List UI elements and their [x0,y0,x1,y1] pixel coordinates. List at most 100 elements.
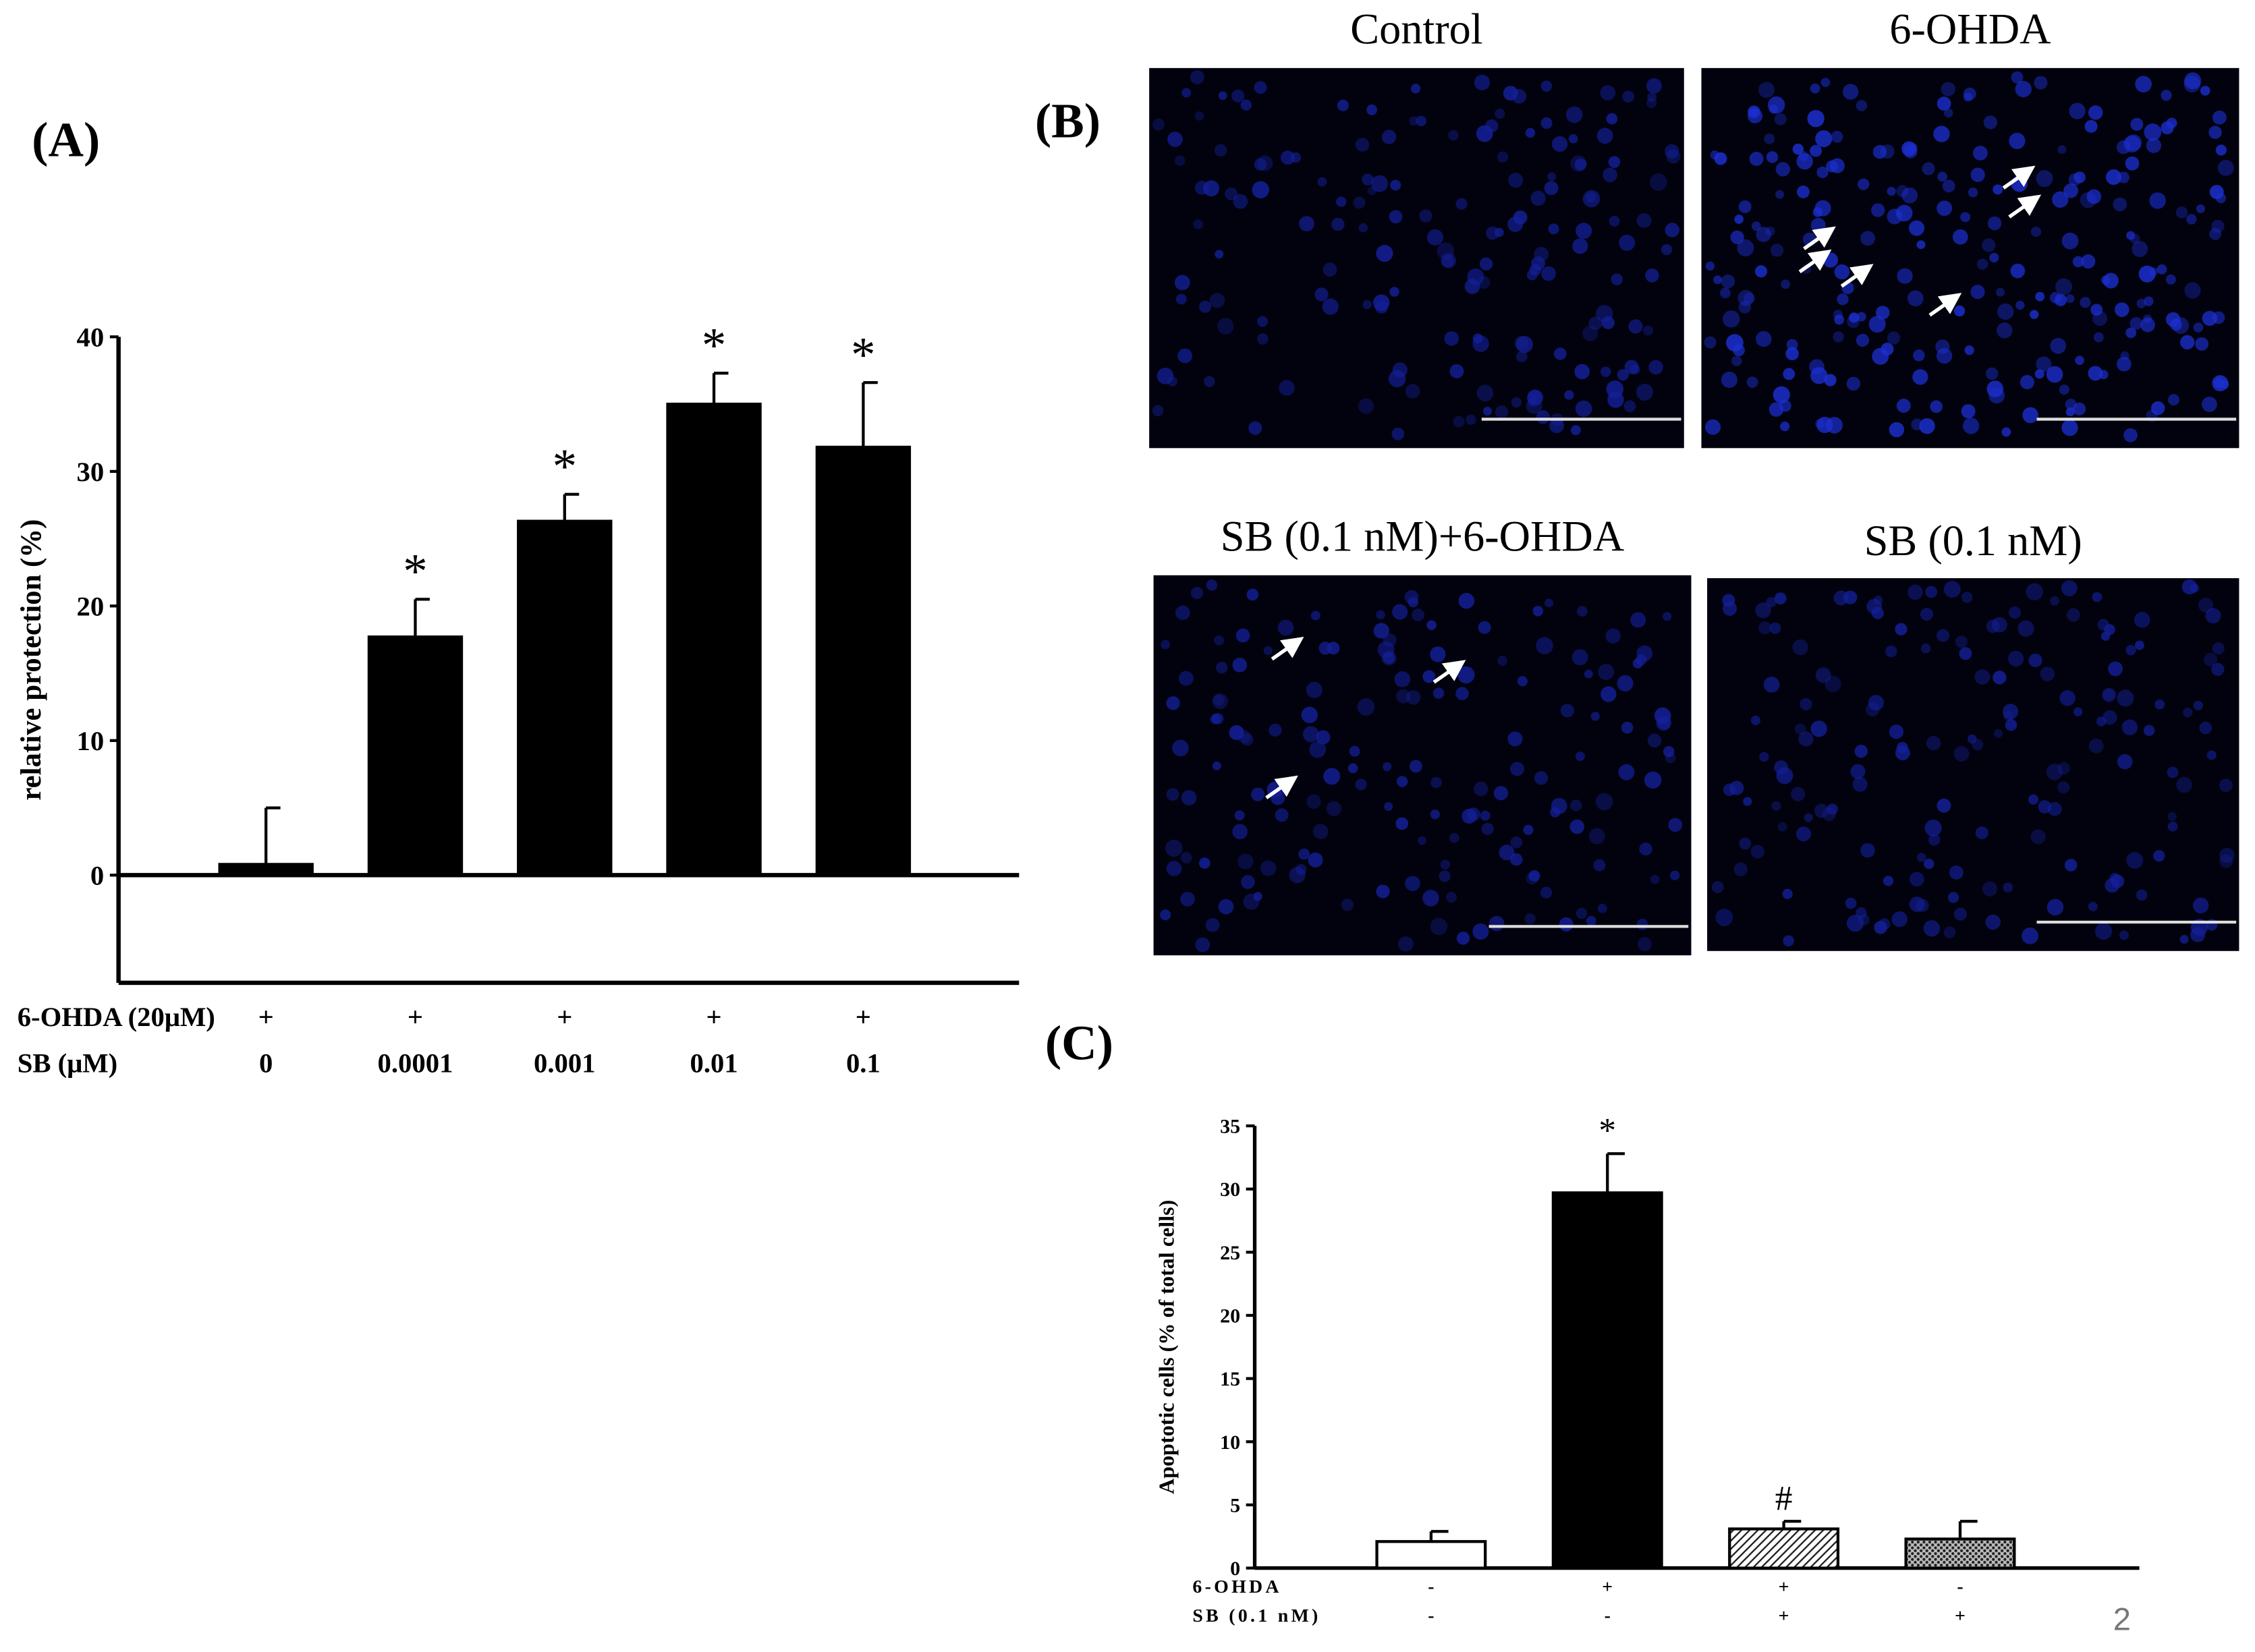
cell [1606,380,1624,398]
cell [2084,119,2098,133]
cell [1218,91,1227,101]
cell [1963,92,1973,102]
cell [1314,287,1329,302]
cell [1241,733,1254,746]
cell [1212,713,1224,724]
significance-marker: * [702,318,726,372]
cell [1527,389,1543,406]
cell [2183,76,2201,93]
cell [1656,716,1671,731]
cell [1796,185,1810,198]
cell [1559,917,1574,932]
cell [1868,316,1886,333]
cell [1215,250,1224,259]
cell [2080,297,2091,308]
cell [1968,734,1977,744]
treatment-label: + [1779,1576,1789,1597]
cell [2167,394,2179,406]
cell [2130,117,2144,131]
cell [1214,144,1227,157]
cell [1586,915,1596,926]
cell [1814,803,1829,818]
cell [1317,177,1327,187]
y-tick-label: 20 [77,592,105,622]
cell [1925,586,1938,598]
cell [1944,108,1953,118]
cell [1232,658,1248,673]
cell [1166,788,1179,801]
cell [1955,635,1968,648]
cell [2116,356,2132,372]
cell [1754,265,1768,278]
cell [1453,416,1465,428]
cell [2017,620,2034,637]
cell [1756,331,1772,347]
cell [1217,318,1234,335]
cell [1983,115,1998,130]
cell [1568,134,1578,144]
cell [1337,99,1349,111]
cell [1809,359,1825,375]
treatment-label: 0.01 [690,1048,737,1079]
cell [1846,376,1861,391]
cell [2204,652,2218,666]
cell [1493,786,1509,801]
cell [1331,217,1345,231]
cell [1254,81,1267,94]
cell [2010,263,2026,279]
cell [1165,839,1183,857]
cell [1322,298,1339,315]
cell [2125,645,2136,656]
y-tick-label: 25 [1220,1242,1240,1264]
cell [1456,932,1470,945]
cell [1455,687,1469,700]
cell [1738,200,1752,213]
cell [1953,305,1966,317]
cell [2040,666,2055,681]
cell [2198,598,2214,613]
cell [1303,726,1319,743]
cell [1441,252,1456,268]
cell [1457,666,1475,684]
cell [2092,592,2103,602]
cell [1849,312,1860,323]
cell [1941,82,1955,96]
y-tick-label: 30 [1220,1178,1240,1201]
cell [1177,348,1193,364]
significance-marker: * [1598,1112,1616,1150]
cell [1398,936,1414,952]
cell [1810,217,1826,233]
cell [2072,256,2084,268]
cell [1769,622,1781,634]
cell [1551,136,1568,152]
cell [1353,196,1366,209]
cell [1647,92,1657,102]
cell [1909,896,1925,912]
cell [2156,264,2167,275]
cell [2181,579,2198,595]
cell [1642,325,1654,336]
cell [2153,850,2165,862]
cell [1355,778,1367,791]
cell [1194,111,1204,121]
cell [1746,376,1758,389]
cell [2088,738,2104,753]
cell [2057,145,2067,154]
cell [1755,602,1771,619]
cell [1919,418,1935,434]
cell [1409,116,1419,126]
arrow [1803,226,1836,250]
cell [1248,421,1262,435]
cell [1549,418,1565,434]
cell [1384,802,1393,811]
cell [1952,229,1968,245]
cell [1763,677,1780,693]
treatment-label: - [1957,1576,1963,1597]
cell [2120,351,2129,361]
cell [2108,661,2123,677]
cell [2208,125,2222,139]
cell [2192,897,2209,914]
cell [2125,156,2140,171]
cell [1987,216,2002,231]
cell [1449,364,1464,378]
